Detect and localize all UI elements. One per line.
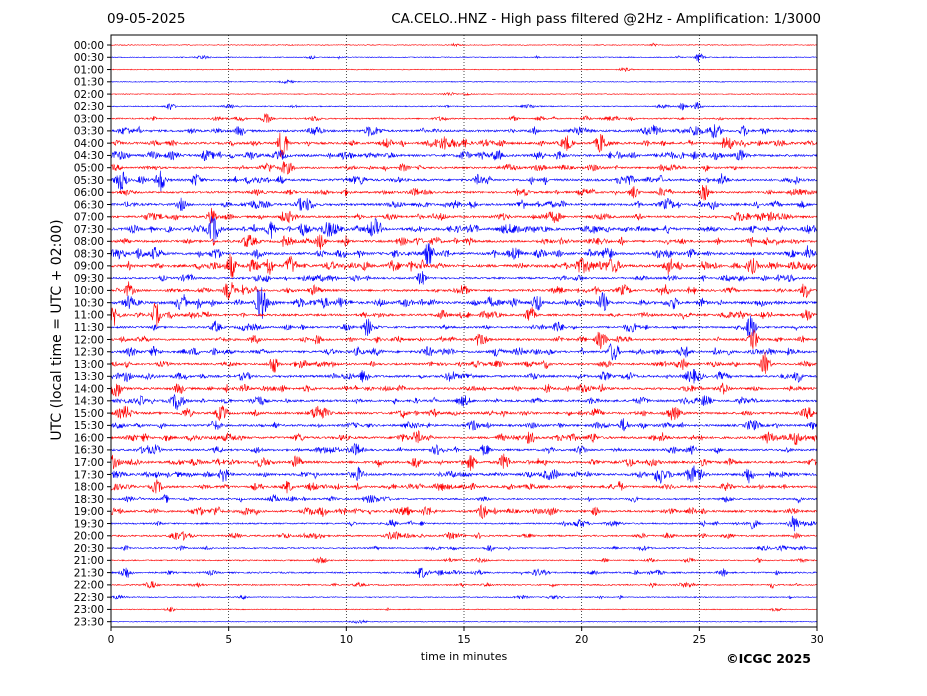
y-tick-label: 01:00 [74,64,104,76]
y-tick-label: 16:00 [74,432,104,444]
y-tick-label: 18:30 [74,494,104,506]
y-tick-label: 02:00 [74,89,104,101]
trace-1830 [110,493,818,504]
x-tick-layer: 0 5 10 15 20 25 30 [108,627,824,646]
date-label: 09-05-2025 [107,11,186,27]
x-tick-label: 20 [575,634,588,646]
y-tick-layer: 00:0000:3001:0001:3002:0002:3003:0003:30… [74,40,111,628]
chart-title: CA.CELO..HNZ - High pass filtered @2Hz -… [391,11,821,27]
y-tick-label: 21:30 [74,567,104,579]
y-tick-label: 08:00 [74,236,104,248]
y-tick-label: 19:00 [74,506,104,518]
y-tick-label: 06:00 [74,187,104,199]
y-tick-label: 08:30 [74,248,104,260]
trace-0200 [111,92,818,96]
y-tick-label: 13:30 [74,371,104,383]
y-tick-label: 21:00 [74,555,104,567]
trace-0600 [110,184,818,201]
y-tick-label: 23:30 [74,616,104,628]
y-tick-label: 20:00 [74,531,104,543]
x-axis-label: time in minutes [420,650,508,663]
x-tick-label: 10 [340,634,353,646]
y-tick-label: 02:30 [74,101,104,113]
gridline-layer [228,35,700,627]
y-tick-label: 17:30 [74,469,104,481]
trace-1700 [110,453,818,471]
y-tick-label: 03:00 [74,113,104,125]
y-tick-label: 23:00 [74,604,104,616]
trace-0930 [110,271,818,285]
x-tick-label: 25 [693,634,706,646]
trace-2230 [110,594,818,600]
y-tick-label: 11:30 [74,322,104,334]
y-tick-label: 14:00 [74,383,104,395]
y-tick-label: 09:30 [74,273,104,285]
trace-0000 [110,42,818,47]
y-tick-label: 22:30 [74,592,104,604]
y-tick-label: 19:30 [74,518,104,530]
x-tick-label: 30 [810,634,823,646]
trace-0700 [110,207,818,224]
y-tick-label: 18:00 [74,482,104,494]
trace-0300 [110,112,817,123]
y-axis-label: UTC (local time = UTC + 02:00) [49,219,65,441]
y-tick-label: 10:00 [74,285,104,297]
trace-1200 [110,329,818,350]
y-tick-label: 14:30 [74,396,104,408]
y-tick-label: 15:00 [74,408,104,420]
y-tick-label: 10:30 [74,297,104,309]
y-tick-label: 04:30 [74,150,104,162]
trace-0630 [110,197,818,212]
x-tick-label: 5 [225,634,232,646]
trace-2330 [110,619,818,624]
trace-1730 [110,465,818,484]
y-tick-label: 15:30 [74,420,104,432]
y-tick-label: 01:30 [74,77,104,89]
trace-0100 [110,67,818,73]
copyright-label: ©ICGC 2025 [726,651,811,666]
trace-0230 [110,102,818,111]
y-tick-label: 05:00 [74,163,104,175]
y-tick-label: 12:00 [74,334,104,346]
y-tick-label: 20:30 [74,543,104,555]
trace-0330 [110,124,818,139]
y-tick-label: 09:00 [74,261,104,273]
trace-0730 [110,216,818,243]
x-tick-label: 0 [108,634,115,646]
y-tick-label: 07:30 [74,224,104,236]
y-tick-label: 07:00 [74,212,104,224]
y-tick-label: 04:00 [74,138,104,150]
y-tick-label: 17:00 [74,457,104,469]
trace-0030 [111,53,818,63]
trace-1900 [110,504,818,520]
trace-1530 [110,418,818,432]
y-tick-label: 12:30 [74,347,104,359]
y-tick-label: 11:00 [74,310,104,322]
y-tick-label: 13:00 [74,359,104,371]
y-tick-label: 06:30 [74,199,104,211]
y-tick-label: 16:30 [74,445,104,457]
y-tick-label: 22:00 [74,580,104,592]
y-tick-label: 03:30 [74,126,104,138]
y-tick-label: 00:30 [74,52,104,64]
y-tick-label: 00:00 [74,40,104,52]
trace-1930 [110,515,818,532]
trace-0130 [110,79,818,85]
x-tick-label: 15 [457,634,470,646]
trace-1230 [110,342,818,361]
y-tick-label: 05:30 [74,175,104,187]
